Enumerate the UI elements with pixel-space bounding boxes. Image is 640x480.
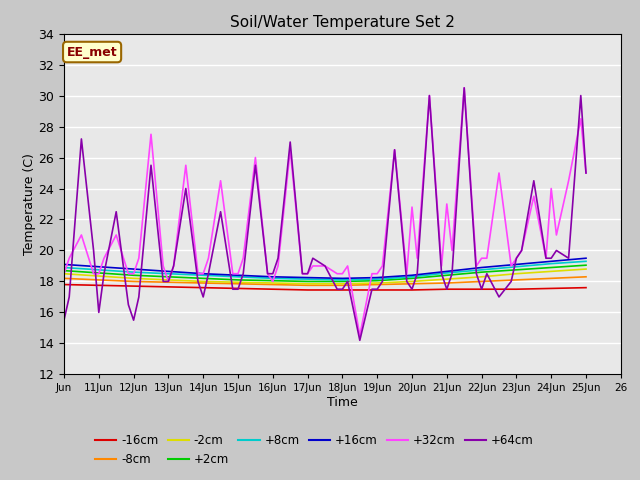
Y-axis label: Temperature (C): Temperature (C) [22, 153, 36, 255]
Legend: -16cm, -8cm, -2cm, +2cm, +8cm, +16cm, +32cm, +64cm: -16cm, -8cm, -2cm, +2cm, +8cm, +16cm, +3… [90, 430, 539, 471]
Text: EE_met: EE_met [67, 46, 117, 59]
X-axis label: Time: Time [327, 396, 358, 409]
Title: Soil/Water Temperature Set 2: Soil/Water Temperature Set 2 [230, 15, 455, 30]
